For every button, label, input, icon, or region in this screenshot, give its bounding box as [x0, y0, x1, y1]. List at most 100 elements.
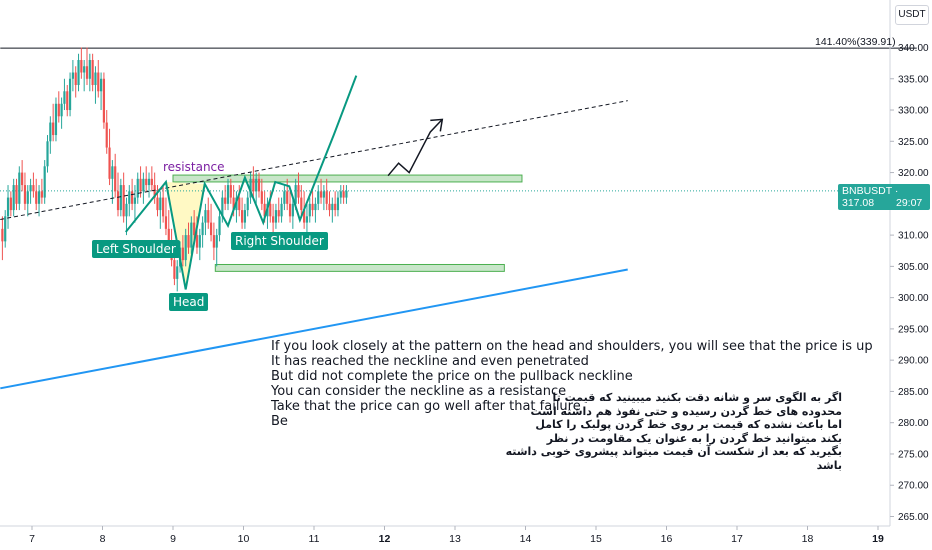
neckline-dashed[interactable]: [0, 100, 628, 220]
note-line: اما باعث نشده که قیمت بر روی خط گردن پول…: [535, 418, 842, 431]
candle-body: [232, 197, 235, 211]
x-tick-label: 10: [238, 533, 250, 545]
candle-body: [207, 210, 210, 223]
y-tick-label: 325.00: [898, 137, 929, 148]
time-axis[interactable]: 7 8 9 10 11 12 13 14 15 16 17 18 19: [0, 525, 890, 545]
candle-body: [325, 191, 328, 204]
candle-body: [60, 103, 63, 117]
head-label[interactable]: Head: [169, 293, 209, 311]
candle-body: [291, 203, 294, 217]
candle-body: [9, 197, 12, 211]
x-tick-label: 7: [29, 533, 35, 545]
candle-body: [176, 266, 179, 279]
channel-lower-line[interactable]: [0, 268, 628, 390]
head-shoulders-path[interactable]: [124, 75, 358, 290]
projection-arrow[interactable]: [387, 118, 443, 177]
candle-body: [218, 216, 221, 236]
x-tick-label: 14: [520, 533, 532, 545]
symbol-price-text: BNBUSDT · 317.08: [842, 185, 899, 209]
candle-body: [305, 216, 309, 223]
candle-body: [280, 203, 283, 217]
candle-body: [317, 191, 320, 204]
candle-body: [74, 72, 77, 86]
candle-body: [77, 60, 80, 86]
candle-body: [342, 191, 345, 198]
candle-body: [269, 203, 272, 217]
x-tick-label: 9: [170, 533, 176, 545]
candle-body: [122, 185, 125, 217]
x-tick-label: 8: [100, 533, 106, 545]
candle-body: [49, 122, 52, 142]
candle-body: [29, 185, 32, 192]
candle-body: [294, 185, 297, 204]
candle-body: [88, 60, 91, 79]
x-tick-label: 13: [449, 533, 461, 545]
resistance-label[interactable]: resistance: [163, 160, 225, 174]
y-tick-label: 295.00: [898, 324, 929, 335]
candle-body: [286, 191, 289, 204]
x-tick-label: 18: [802, 533, 814, 545]
candle-body: [133, 197, 137, 204]
candle-body: [263, 203, 266, 217]
persian-note[interactable]: اگر به الگوی سر و شانه دقت بکنید میبینید…: [505, 391, 842, 472]
candle-body: [229, 185, 232, 198]
candle-body: [215, 235, 218, 248]
note-line: It has reached the neckline and even pen…: [271, 354, 589, 369]
candle-body: [128, 191, 131, 204]
right-shoulder-label[interactable]: Right Shoulder: [231, 232, 328, 250]
candle-body: [153, 185, 156, 198]
y-tick-label: 275.00: [898, 449, 929, 460]
resistance-zone[interactable]: [172, 174, 523, 183]
y-tick-label: 320.00: [898, 168, 929, 179]
note-line: You can consider the neckline as a resis…: [271, 384, 567, 399]
candle-body: [300, 197, 303, 211]
price-axis[interactable]: 340.00335.00330.00325.00320.00315.00310.…: [889, 0, 929, 526]
currency-label[interactable]: USDT: [895, 5, 929, 25]
english-note[interactable]: If you look closely at the pattern on th…: [271, 339, 873, 429]
candle-body: [187, 235, 190, 248]
candle-body: [162, 197, 165, 217]
candle-body: [209, 222, 213, 236]
note-line: If you look closely at the pattern on th…: [271, 339, 873, 354]
y-tick-label: 310.00: [898, 231, 929, 242]
drawings-front[interactable]: [0, 0, 628, 390]
fib-level-label: 141.40%(339.91): [815, 36, 896, 48]
candle-body: [37, 191, 41, 204]
candle-body: [201, 222, 204, 236]
candle-body: [21, 172, 24, 186]
candle-body: [319, 191, 323, 198]
candle-body: [80, 60, 83, 73]
candle-body: [136, 178, 139, 198]
candle-body: [193, 222, 196, 236]
candle-body: [97, 72, 100, 92]
candle-body: [328, 203, 331, 211]
candle-body: [331, 203, 334, 211]
candle-body: [94, 72, 97, 86]
candle-body: [255, 178, 258, 192]
candle-body: [226, 185, 230, 204]
arrow-head[interactable]: [430, 118, 444, 132]
candle-body: [131, 191, 134, 204]
candle-body: [308, 203, 311, 217]
candle-body: [212, 235, 215, 248]
candle-body: [57, 103, 60, 117]
candle-body: [150, 178, 153, 186]
left-shoulder-label[interactable]: Left Shoulder: [92, 240, 180, 258]
note-line: بگیرید که بعد از شکست آن قیمت میتواند پی…: [505, 445, 842, 458]
candle-body: [277, 210, 280, 217]
candle-body: [32, 185, 35, 192]
candle-body: [145, 178, 148, 186]
candle-body: [99, 78, 103, 92]
candle-body: [18, 172, 21, 204]
candle-body: [159, 197, 162, 211]
support-zone[interactable]: [214, 263, 505, 272]
countdown-text: 29:07: [896, 197, 923, 209]
candle-body: [195, 235, 199, 248]
candle-body: [68, 78, 72, 111]
note-line: اگر به الگوی سر و شانه دقت بکنید میبینید…: [552, 391, 842, 404]
y-tick-label: 305.00: [898, 262, 929, 273]
candle-body: [181, 247, 184, 261]
candle-body: [260, 191, 263, 204]
candle-body: [288, 203, 292, 217]
